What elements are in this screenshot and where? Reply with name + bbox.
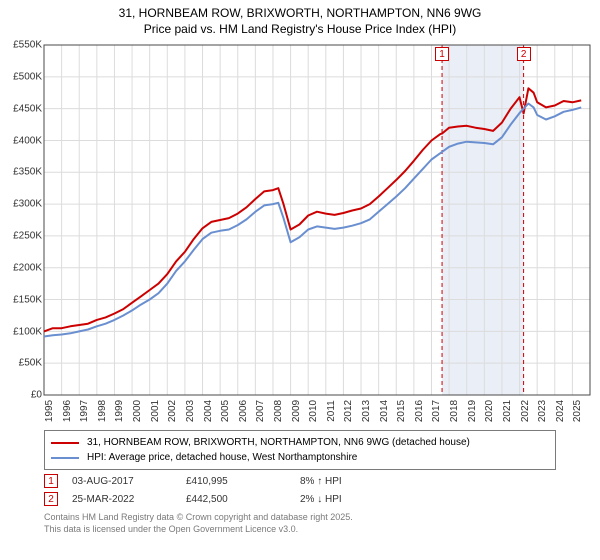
marker-badge-2: 2 bbox=[44, 492, 58, 506]
y-axis-label: £150K bbox=[13, 294, 42, 305]
marker-price-1: £410,995 bbox=[186, 476, 286, 487]
event-badge: 1 bbox=[435, 47, 449, 61]
x-axis-label: 2001 bbox=[150, 400, 161, 422]
footer-line2: This data is licensed under the Open Gov… bbox=[44, 524, 298, 534]
y-axis-label: £250K bbox=[13, 231, 42, 242]
x-axis-label: 1996 bbox=[62, 400, 73, 422]
legend-row-hpi: HPI: Average price, detached house, West… bbox=[51, 450, 549, 465]
chart-area: 12 £0£50K£100K£150K£200K£250K£300K£350K£… bbox=[0, 39, 600, 424]
y-axis-label: £350K bbox=[13, 167, 42, 178]
x-axis-label: 2007 bbox=[255, 400, 266, 422]
x-axis-label: 2011 bbox=[326, 400, 337, 422]
event-badge: 2 bbox=[517, 47, 531, 61]
x-axis-label: 2013 bbox=[361, 400, 372, 422]
x-axis-label: 2023 bbox=[537, 400, 548, 422]
marker-row-1: 1 03-AUG-2017 £410,995 8% ↑ HPI bbox=[44, 474, 556, 488]
legend-label-property: 31, HORNBEAM ROW, BRIXWORTH, NORTHAMPTON… bbox=[87, 435, 470, 450]
marker-delta-1: 8% ↑ HPI bbox=[300, 476, 400, 487]
x-axis-label: 1997 bbox=[79, 400, 90, 422]
x-axis-label: 2018 bbox=[449, 400, 460, 422]
legend-swatch-property bbox=[51, 442, 79, 444]
y-axis-label: £400K bbox=[13, 135, 42, 146]
x-axis-label: 2005 bbox=[220, 400, 231, 422]
x-axis-label: 1999 bbox=[114, 400, 125, 422]
x-axis-label: 2012 bbox=[343, 400, 354, 422]
legend-swatch-hpi bbox=[51, 457, 79, 459]
x-axis-label: 2002 bbox=[167, 400, 178, 422]
x-axis-label: 2010 bbox=[308, 400, 319, 422]
x-axis-label: 1995 bbox=[44, 400, 55, 422]
x-axis-label: 2008 bbox=[273, 400, 284, 422]
x-axis-label: 2025 bbox=[572, 400, 583, 422]
x-axis-label: 2019 bbox=[467, 400, 478, 422]
chart-title: 31, HORNBEAM ROW, BRIXWORTH, NORTHAMPTON… bbox=[0, 0, 600, 39]
y-axis-label: £200K bbox=[13, 262, 42, 273]
x-axis-label: 2020 bbox=[484, 400, 495, 422]
x-axis-label: 2015 bbox=[396, 400, 407, 422]
marker-badge-1: 1 bbox=[44, 474, 58, 488]
x-axis-label: 2006 bbox=[238, 400, 249, 422]
marker-date-1: 03-AUG-2017 bbox=[72, 476, 172, 487]
x-axis-label: 2014 bbox=[379, 400, 390, 422]
x-axis-label: 2000 bbox=[132, 400, 143, 422]
plot-overlay: 12 bbox=[44, 45, 590, 395]
marker-row-2: 2 25-MAR-2022 £442,500 2% ↓ HPI bbox=[44, 492, 556, 506]
x-axis-label: 2024 bbox=[555, 400, 566, 422]
x-axis-label: 2021 bbox=[502, 400, 513, 422]
y-axis-label: £500K bbox=[13, 72, 42, 83]
legend: 31, HORNBEAM ROW, BRIXWORTH, NORTHAMPTON… bbox=[44, 430, 556, 470]
marker-price-2: £442,500 bbox=[186, 494, 286, 505]
x-axis-label: 2016 bbox=[414, 400, 425, 422]
y-axis-label: £100K bbox=[13, 326, 42, 337]
x-axis-label: 2009 bbox=[291, 400, 302, 422]
footer: Contains HM Land Registry data © Crown c… bbox=[44, 512, 556, 535]
x-axis-label: 2017 bbox=[431, 400, 442, 422]
title-line1: 31, HORNBEAM ROW, BRIXWORTH, NORTHAMPTON… bbox=[119, 6, 482, 20]
x-axis-label: 2003 bbox=[185, 400, 196, 422]
legend-label-hpi: HPI: Average price, detached house, West… bbox=[87, 450, 357, 465]
x-axis-label: 2004 bbox=[203, 400, 214, 422]
y-axis-label: £50K bbox=[19, 358, 42, 369]
footer-line1: Contains HM Land Registry data © Crown c… bbox=[44, 512, 353, 522]
x-axis-label: 1998 bbox=[97, 400, 108, 422]
marker-delta-2: 2% ↓ HPI bbox=[300, 494, 400, 505]
title-line2: Price paid vs. HM Land Registry's House … bbox=[144, 22, 456, 36]
y-axis-label: £450K bbox=[13, 103, 42, 114]
y-axis-label: £300K bbox=[13, 199, 42, 210]
x-axis-label: 2022 bbox=[520, 400, 531, 422]
marker-date-2: 25-MAR-2022 bbox=[72, 494, 172, 505]
legend-row-property: 31, HORNBEAM ROW, BRIXWORTH, NORTHAMPTON… bbox=[51, 435, 549, 450]
y-axis-label: £0 bbox=[31, 390, 42, 401]
y-axis-label: £550K bbox=[13, 40, 42, 51]
